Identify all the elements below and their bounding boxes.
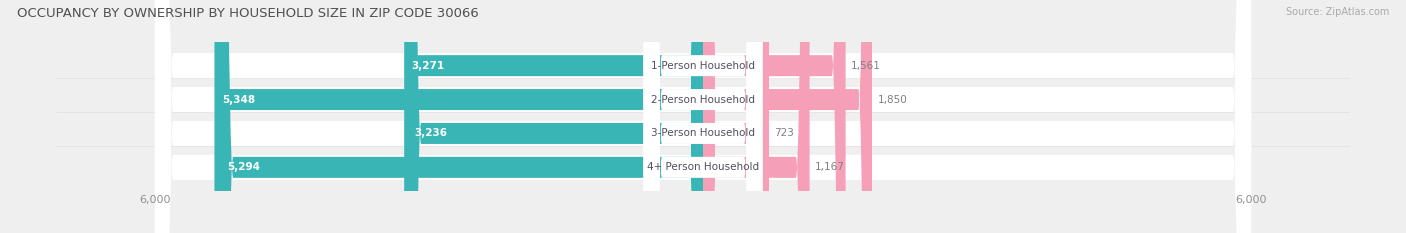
FancyBboxPatch shape (155, 0, 1251, 233)
FancyBboxPatch shape (644, 0, 762, 233)
Text: 5,294: 5,294 (226, 162, 260, 172)
Text: OCCUPANCY BY OWNERSHIP BY HOUSEHOLD SIZE IN ZIP CODE 30066: OCCUPANCY BY OWNERSHIP BY HOUSEHOLD SIZE… (17, 7, 478, 20)
FancyBboxPatch shape (703, 0, 810, 233)
Text: 5,348: 5,348 (222, 95, 254, 105)
FancyBboxPatch shape (155, 0, 1251, 233)
FancyBboxPatch shape (215, 0, 703, 233)
Text: 1,850: 1,850 (877, 95, 907, 105)
FancyBboxPatch shape (644, 0, 762, 233)
FancyBboxPatch shape (703, 0, 872, 233)
Text: 3,236: 3,236 (415, 128, 447, 138)
FancyBboxPatch shape (703, 0, 769, 233)
Text: Source: ZipAtlas.com: Source: ZipAtlas.com (1285, 7, 1389, 17)
FancyBboxPatch shape (219, 0, 703, 233)
FancyBboxPatch shape (408, 0, 703, 233)
Text: 1-Person Household: 1-Person Household (651, 61, 755, 71)
FancyBboxPatch shape (644, 0, 762, 233)
Text: 3,271: 3,271 (412, 61, 444, 71)
FancyBboxPatch shape (155, 0, 1251, 233)
Text: 1,167: 1,167 (815, 162, 845, 172)
FancyBboxPatch shape (404, 0, 703, 233)
Text: 2-Person Household: 2-Person Household (651, 95, 755, 105)
FancyBboxPatch shape (644, 0, 762, 233)
FancyBboxPatch shape (155, 0, 1251, 233)
Text: 4+ Person Household: 4+ Person Household (647, 162, 759, 172)
FancyBboxPatch shape (703, 0, 845, 233)
Text: 1,561: 1,561 (851, 61, 882, 71)
Text: 3-Person Household: 3-Person Household (651, 128, 755, 138)
Text: 723: 723 (775, 128, 794, 138)
